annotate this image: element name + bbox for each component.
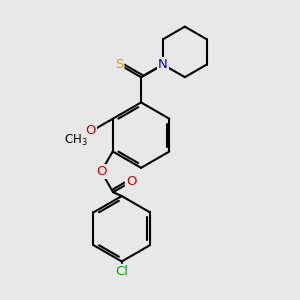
Text: S: S — [115, 58, 123, 71]
Text: O: O — [85, 124, 96, 137]
Text: O: O — [126, 175, 136, 188]
Text: Cl: Cl — [115, 266, 128, 278]
Text: O: O — [96, 165, 106, 178]
Text: N: N — [158, 58, 168, 71]
Text: CH$_3$: CH$_3$ — [64, 133, 87, 148]
Text: N: N — [158, 58, 168, 71]
